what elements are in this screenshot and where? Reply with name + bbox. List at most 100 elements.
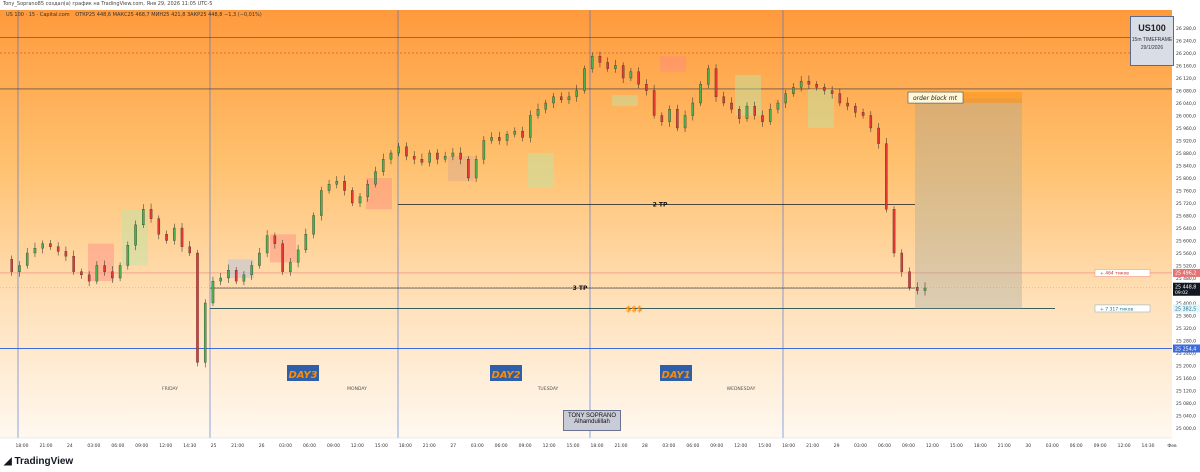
- time-tick: 12:00: [1118, 443, 1131, 449]
- candle-body: [335, 180, 339, 185]
- time-tick: 03:00: [87, 443, 100, 449]
- candle-body: [559, 96, 563, 101]
- candle-body: [652, 90, 656, 116]
- candle-body: [745, 105, 749, 119]
- candle-body: [552, 96, 555, 104]
- target-price-tag: 25 382,5: [1175, 306, 1196, 312]
- candle-body: [443, 155, 447, 160]
- price-tick: 25 520,0: [1176, 263, 1196, 269]
- header-title: Tony_Soprano85 создал(а) график на Tradi…: [3, 1, 213, 7]
- candles: [10, 51, 927, 368]
- candle-body: [366, 184, 370, 197]
- price-chart[interactable]: 2 TP 3 TP $$$ order block mt DAY3 DAY2 DAY1 FRI…: [0, 10, 1200, 453]
- candle-body: [838, 93, 842, 104]
- candle-body: [498, 137, 501, 141]
- time-tick: 18:00: [974, 443, 987, 449]
- time-tick: 03:00: [854, 443, 867, 449]
- price-tick: 26 200,0: [1176, 51, 1196, 57]
- candle-body: [296, 249, 300, 263]
- candle-body: [87, 274, 91, 282]
- time-tick: 06:00: [1070, 443, 1083, 449]
- candle-body: [149, 209, 153, 219]
- time-tick: 21:00: [423, 443, 436, 449]
- price-tick: 25 560,0: [1176, 251, 1196, 257]
- candle-body: [56, 246, 60, 252]
- candle-body: [714, 68, 718, 97]
- candle-body: [304, 234, 308, 251]
- price-axis[interactable]: 26 280,0 26 240,0 26 200,0 26 160,0 26 120,0…: [1172, 10, 1200, 453]
- candle-body: [799, 80, 803, 88]
- candle-body: [854, 105, 857, 113]
- time-tick: 21:00: [614, 443, 627, 449]
- candle-body: [722, 96, 726, 104]
- candle-body: [699, 84, 702, 104]
- candle-body: [738, 109, 741, 119]
- price-tick: 25 840,0: [1176, 163, 1196, 169]
- candle-body: [173, 227, 176, 241]
- candle-body: [227, 270, 230, 279]
- candle-body: [405, 146, 408, 157]
- candle-body: [412, 155, 416, 160]
- candle-body: [567, 96, 571, 101]
- signature-text: Alhamdulillah: [574, 419, 610, 425]
- price-tick: 25 240,0: [1176, 351, 1196, 357]
- candle-body: [41, 243, 44, 249]
- price-tick: 26 000,0: [1176, 113, 1196, 119]
- time-tick: 15:00: [950, 443, 963, 449]
- time-tick: 09:00: [327, 443, 340, 449]
- candle-body: [72, 255, 75, 272]
- price-tick: 25 640,0: [1176, 226, 1196, 232]
- candle-body: [892, 209, 896, 254]
- candle-body: [660, 115, 664, 122]
- time-tick: 21:00: [39, 443, 52, 449]
- candle-body: [126, 245, 130, 266]
- time-tick: 26: [259, 443, 265, 449]
- footer: ◢ TradingView: [0, 453, 1200, 472]
- candle-body: [908, 271, 911, 288]
- symbol-legend[interactable]: US 100 · 15 · Capital.com ОТКР25 448,6 М…: [6, 12, 262, 18]
- candle-body: [629, 71, 633, 79]
- time-axis[interactable]: 18:00 21:00 24 03:00 06:00 09:00 12:00 14:30 25 2…: [0, 437, 1200, 453]
- highlight-zones: [88, 56, 1022, 309]
- candle-body: [10, 259, 13, 272]
- candle-body: [420, 159, 424, 163]
- time-tick: 03:00: [279, 443, 292, 449]
- time-tick: 27: [450, 443, 456, 449]
- candle-body: [505, 134, 509, 141]
- candle-body: [768, 109, 772, 122]
- candle-body: [792, 87, 795, 94]
- candle-body: [289, 262, 292, 272]
- candle-body: [436, 152, 439, 160]
- price-tick: 25 400,0: [1176, 301, 1196, 307]
- time-tick: 06:00: [686, 443, 699, 449]
- price-axis-background: [1172, 10, 1200, 453]
- day-label-box-1: [490, 365, 522, 381]
- candle-body: [234, 270, 238, 282]
- candle-body: [753, 105, 756, 116]
- candle-body: [637, 71, 640, 85]
- order-block-label: order block mt: [913, 95, 958, 102]
- current-price-tag-box: [1173, 282, 1200, 296]
- tradingview-logo[interactable]: ◢ TradingView: [4, 456, 73, 467]
- time-tick: 14:30: [1142, 443, 1155, 449]
- time-tick: 12:00: [926, 443, 939, 449]
- candle-body: [219, 277, 222, 282]
- price-tick: 26 160,0: [1176, 63, 1196, 69]
- candle-body: [846, 102, 849, 107]
- low-price-tag: 25 254,4: [1175, 346, 1196, 352]
- time-tick: 28: [642, 443, 648, 449]
- candle-body: [513, 130, 517, 135]
- price-tick: 25 600,0: [1176, 238, 1196, 244]
- candle-body: [683, 115, 687, 129]
- time-tick: 12:00: [159, 443, 172, 449]
- time-tick: 06:00: [495, 443, 508, 449]
- candle-body: [281, 243, 284, 272]
- candle-body: [691, 102, 695, 116]
- candle-body: [784, 93, 787, 104]
- time-tick: 09:00: [519, 443, 532, 449]
- candle-body: [343, 180, 346, 191]
- candle-body: [776, 102, 780, 110]
- time-tick: 15:00: [567, 443, 580, 449]
- highlight-zone-6: [528, 153, 554, 188]
- time-tick: 14:30: [183, 443, 196, 449]
